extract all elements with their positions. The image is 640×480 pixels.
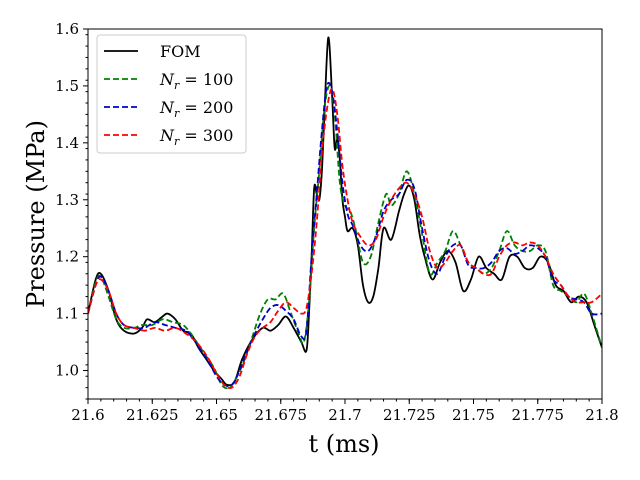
x-tick-label: 21.65 (195, 406, 238, 424)
x-tick-label: 21.725 (383, 406, 436, 424)
series-line-nr-200 (88, 81, 602, 388)
series-lines (88, 36, 602, 390)
y-tick-label: 1.4 (55, 134, 79, 152)
series-line-nr-300 (88, 87, 602, 390)
x-tick-label: 21.75 (452, 406, 495, 424)
plot-area (83, 28, 603, 404)
y-tick-label: 1.0 (55, 362, 79, 380)
x-axis-label: t (ms) (308, 430, 379, 458)
y-tick-label: 1.5 (55, 77, 79, 95)
series-line-fom (88, 36, 602, 387)
legend-label-nr-100: Nr = 100 (159, 70, 233, 92)
legend-nr-200-subscript: r (174, 107, 180, 120)
tick-labels: 21.6 21.625 21.65 21.675 21.7 21.725 21.75 21.7… (55, 20, 619, 424)
x-tick-label: 21.6 (71, 406, 104, 424)
y-tick-label: 1.2 (55, 248, 79, 266)
legend-nr-300-subscript: r (174, 135, 180, 148)
legend-nr-200-symbol: N (159, 98, 175, 117)
y-tick-label: 1.6 (55, 20, 79, 38)
legend-label-nr-300: Nr = 300 (159, 126, 233, 148)
legend-label-fom: FOM (160, 42, 201, 61)
y-axis-label: Pressure (MPa) (22, 120, 50, 308)
x-tick-label: 21.675 (255, 406, 308, 424)
legend-box (96, 34, 247, 154)
x-tick-label: 21.8 (585, 406, 618, 424)
legend-label-nr-200: Nr = 200 (159, 98, 233, 120)
plot-frame (87, 28, 603, 400)
y-tick-label: 1.3 (55, 191, 79, 209)
legend: FOM Nr = 100 Nr = 200 Nr = 300 (96, 34, 247, 154)
x-tick-label: 21.625 (126, 406, 179, 424)
y-tick-label: 1.1 (55, 305, 79, 323)
x-tick-label: 21.7 (328, 406, 361, 424)
x-tick-label: 21.775 (512, 406, 565, 424)
legend-nr-100-subscript: r (174, 79, 180, 92)
legend-nr-100-symbol: N (159, 70, 175, 89)
legend-nr-200-value: = 200 (179, 98, 233, 117)
legend-nr-300-symbol: N (159, 126, 175, 145)
series-line-nr-100 (88, 85, 602, 390)
legend-nr-100-value: = 100 (179, 70, 233, 89)
legend-nr-300-value: = 300 (179, 126, 233, 145)
